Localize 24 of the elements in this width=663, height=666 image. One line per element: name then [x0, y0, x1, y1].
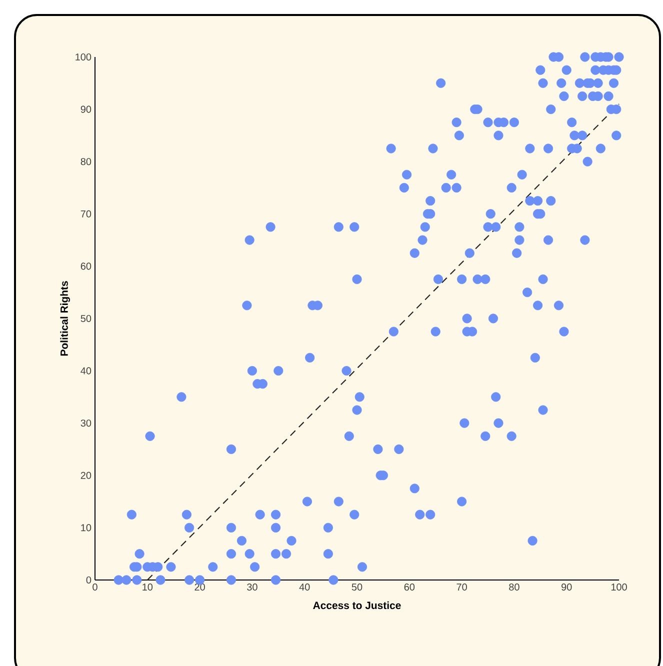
- y-tick-label: 50: [80, 314, 92, 322]
- x-tick-label: 90: [562, 584, 572, 591]
- y-axis-title: Political Rights: [60, 281, 70, 356]
- x-tick-label: 70: [456, 584, 467, 591]
- y-tick-label: 60: [80, 262, 92, 270]
- y-tick-label: 20: [80, 472, 92, 479]
- y-tick-label: 10: [81, 524, 92, 532]
- y-tick-label: 80: [80, 158, 92, 166]
- x-tick-label: 80: [509, 584, 520, 591]
- x-tick-label: 40: [299, 584, 310, 591]
- y-tick-label: 0: [86, 576, 92, 584]
- x-tick-label: 60: [404, 584, 415, 591]
- x-tick-label: 10: [142, 584, 153, 591]
- x-tick-label: 30: [247, 584, 258, 591]
- y-tick-label: 100: [76, 53, 92, 61]
- y-tick-label: 90: [80, 106, 92, 113]
- y-tick-label: 70: [80, 210, 92, 218]
- x-tick-label: 100: [611, 584, 627, 591]
- y-tick-label: 30: [80, 420, 92, 427]
- y-tick-label: 40: [80, 367, 92, 374]
- x-tick-label: 50: [352, 584, 362, 591]
- x-axis-title: Access to Justice: [313, 601, 401, 610]
- x-tick-label: 20: [194, 584, 205, 591]
- x-tick-label: 0: [92, 584, 98, 591]
